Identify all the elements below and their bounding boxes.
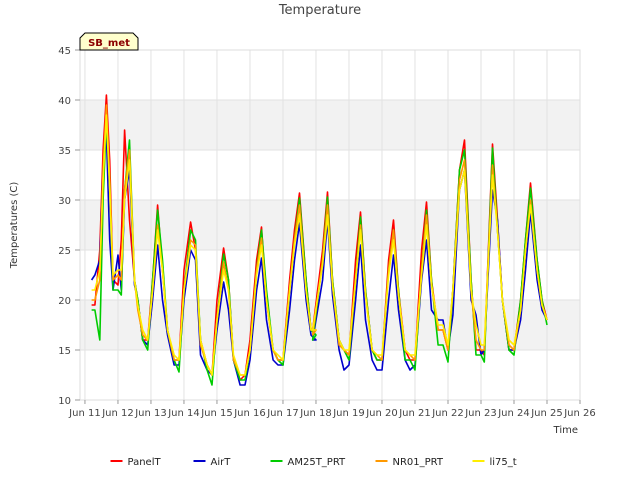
x-axis-ticks: Jun 11 Jun 12 Jun 13 Jun 14 Jun 15 Jun 16 Jun … <box>68 400 596 419</box>
x-tick-label: Jun 12 <box>101 408 134 419</box>
x-tick-label: Jun 22 <box>431 408 464 419</box>
x-tick-label: Jun 11 <box>68 408 101 419</box>
y-tick-label: 20 <box>58 296 71 307</box>
x-tick-label: Jun 15 <box>200 408 233 419</box>
x-tick-label: Jun 23 <box>464 408 497 419</box>
x-tick-label: Jun 16 <box>233 408 266 419</box>
legend-label: NR01_PRT <box>393 457 444 468</box>
x-tick-label: Jun 24 <box>497 408 530 419</box>
y-axis-ticks: 10 15 20 25 30 35 40 45 <box>58 46 80 407</box>
y-tick-label: 35 <box>58 146 71 157</box>
y-tick-label: 15 <box>58 346 71 357</box>
site-badge: SB_met <box>79 32 139 51</box>
plot-frame <box>79 49 581 401</box>
band-2 <box>80 100 580 150</box>
legend-label: AirT <box>211 457 232 468</box>
x-tick-label: Jun 20 <box>365 408 398 419</box>
x-axis-label: Time <box>553 425 578 436</box>
site-badge-box <box>79 32 139 51</box>
x-tick-label: Jun 21 <box>398 408 431 419</box>
legend-label: AM25T_PRT <box>288 457 347 468</box>
x-tick-label: Jun 26 <box>563 408 596 419</box>
y-tick-label: 45 <box>58 46 71 57</box>
x-tick-label: Jun 14 <box>167 408 200 419</box>
x-tick-label: Jun 19 <box>332 408 365 419</box>
series-line-li75-t <box>91 114 548 376</box>
y-tick-label: 25 <box>58 246 71 257</box>
legend-label: PanelT <box>128 457 162 468</box>
chart-title: Temperature <box>278 3 361 18</box>
y-tick-label: 10 <box>58 396 71 407</box>
x-tick-label: Jun 17 <box>266 408 299 419</box>
site-badge-label: SB_met <box>88 38 130 49</box>
legend: PanelT AirT AM25T_PRT NR01_PRT li75_t <box>110 457 517 468</box>
x-tick-label: Jun 25 <box>530 408 563 419</box>
legend-label: li75_t <box>490 457 517 468</box>
series-layer <box>90 94 548 386</box>
y-axis-label: Temperatures (C) <box>9 182 20 270</box>
y-tick-label: 30 <box>58 196 71 207</box>
x-tick-label: Jun 13 <box>134 408 167 419</box>
x-tick-label: Jun 18 <box>299 408 332 419</box>
y-tick-label: 40 <box>58 96 71 107</box>
